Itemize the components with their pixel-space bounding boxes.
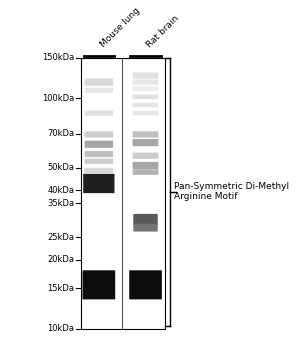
- Text: Pan-Symmetric Di-Methyl
Arginine Motif: Pan-Symmetric Di-Methyl Arginine Motif: [174, 182, 289, 201]
- FancyBboxPatch shape: [84, 168, 113, 173]
- Text: 50kDa: 50kDa: [47, 163, 74, 172]
- Text: 40kDa: 40kDa: [47, 186, 74, 195]
- FancyBboxPatch shape: [133, 94, 158, 99]
- FancyBboxPatch shape: [133, 79, 158, 85]
- FancyBboxPatch shape: [129, 270, 162, 299]
- Text: 25kDa: 25kDa: [47, 233, 74, 241]
- Text: 70kDa: 70kDa: [47, 130, 74, 139]
- FancyBboxPatch shape: [83, 270, 115, 299]
- FancyBboxPatch shape: [84, 159, 113, 164]
- FancyBboxPatch shape: [84, 131, 113, 138]
- Text: 100kDa: 100kDa: [42, 94, 74, 103]
- Text: 150kDa: 150kDa: [42, 53, 74, 62]
- FancyBboxPatch shape: [133, 153, 158, 159]
- FancyBboxPatch shape: [133, 214, 158, 225]
- FancyBboxPatch shape: [83, 174, 114, 193]
- FancyBboxPatch shape: [133, 131, 158, 138]
- Text: Rat brain: Rat brain: [145, 14, 181, 49]
- FancyBboxPatch shape: [133, 139, 158, 146]
- Bar: [81, 58, 165, 329]
- FancyBboxPatch shape: [84, 88, 113, 93]
- Text: 35kDa: 35kDa: [47, 199, 74, 208]
- FancyBboxPatch shape: [133, 162, 158, 169]
- FancyBboxPatch shape: [84, 78, 113, 86]
- Text: 15kDa: 15kDa: [47, 284, 74, 293]
- Text: Mouse lung: Mouse lung: [99, 6, 142, 49]
- FancyBboxPatch shape: [133, 86, 158, 91]
- FancyBboxPatch shape: [84, 111, 113, 116]
- Text: 20kDa: 20kDa: [47, 255, 74, 264]
- FancyBboxPatch shape: [133, 224, 158, 232]
- FancyBboxPatch shape: [133, 169, 158, 175]
- FancyBboxPatch shape: [133, 72, 158, 79]
- FancyBboxPatch shape: [84, 151, 113, 157]
- Text: 10kDa: 10kDa: [47, 324, 74, 334]
- FancyBboxPatch shape: [84, 141, 113, 148]
- FancyBboxPatch shape: [133, 111, 158, 116]
- FancyBboxPatch shape: [133, 103, 158, 107]
